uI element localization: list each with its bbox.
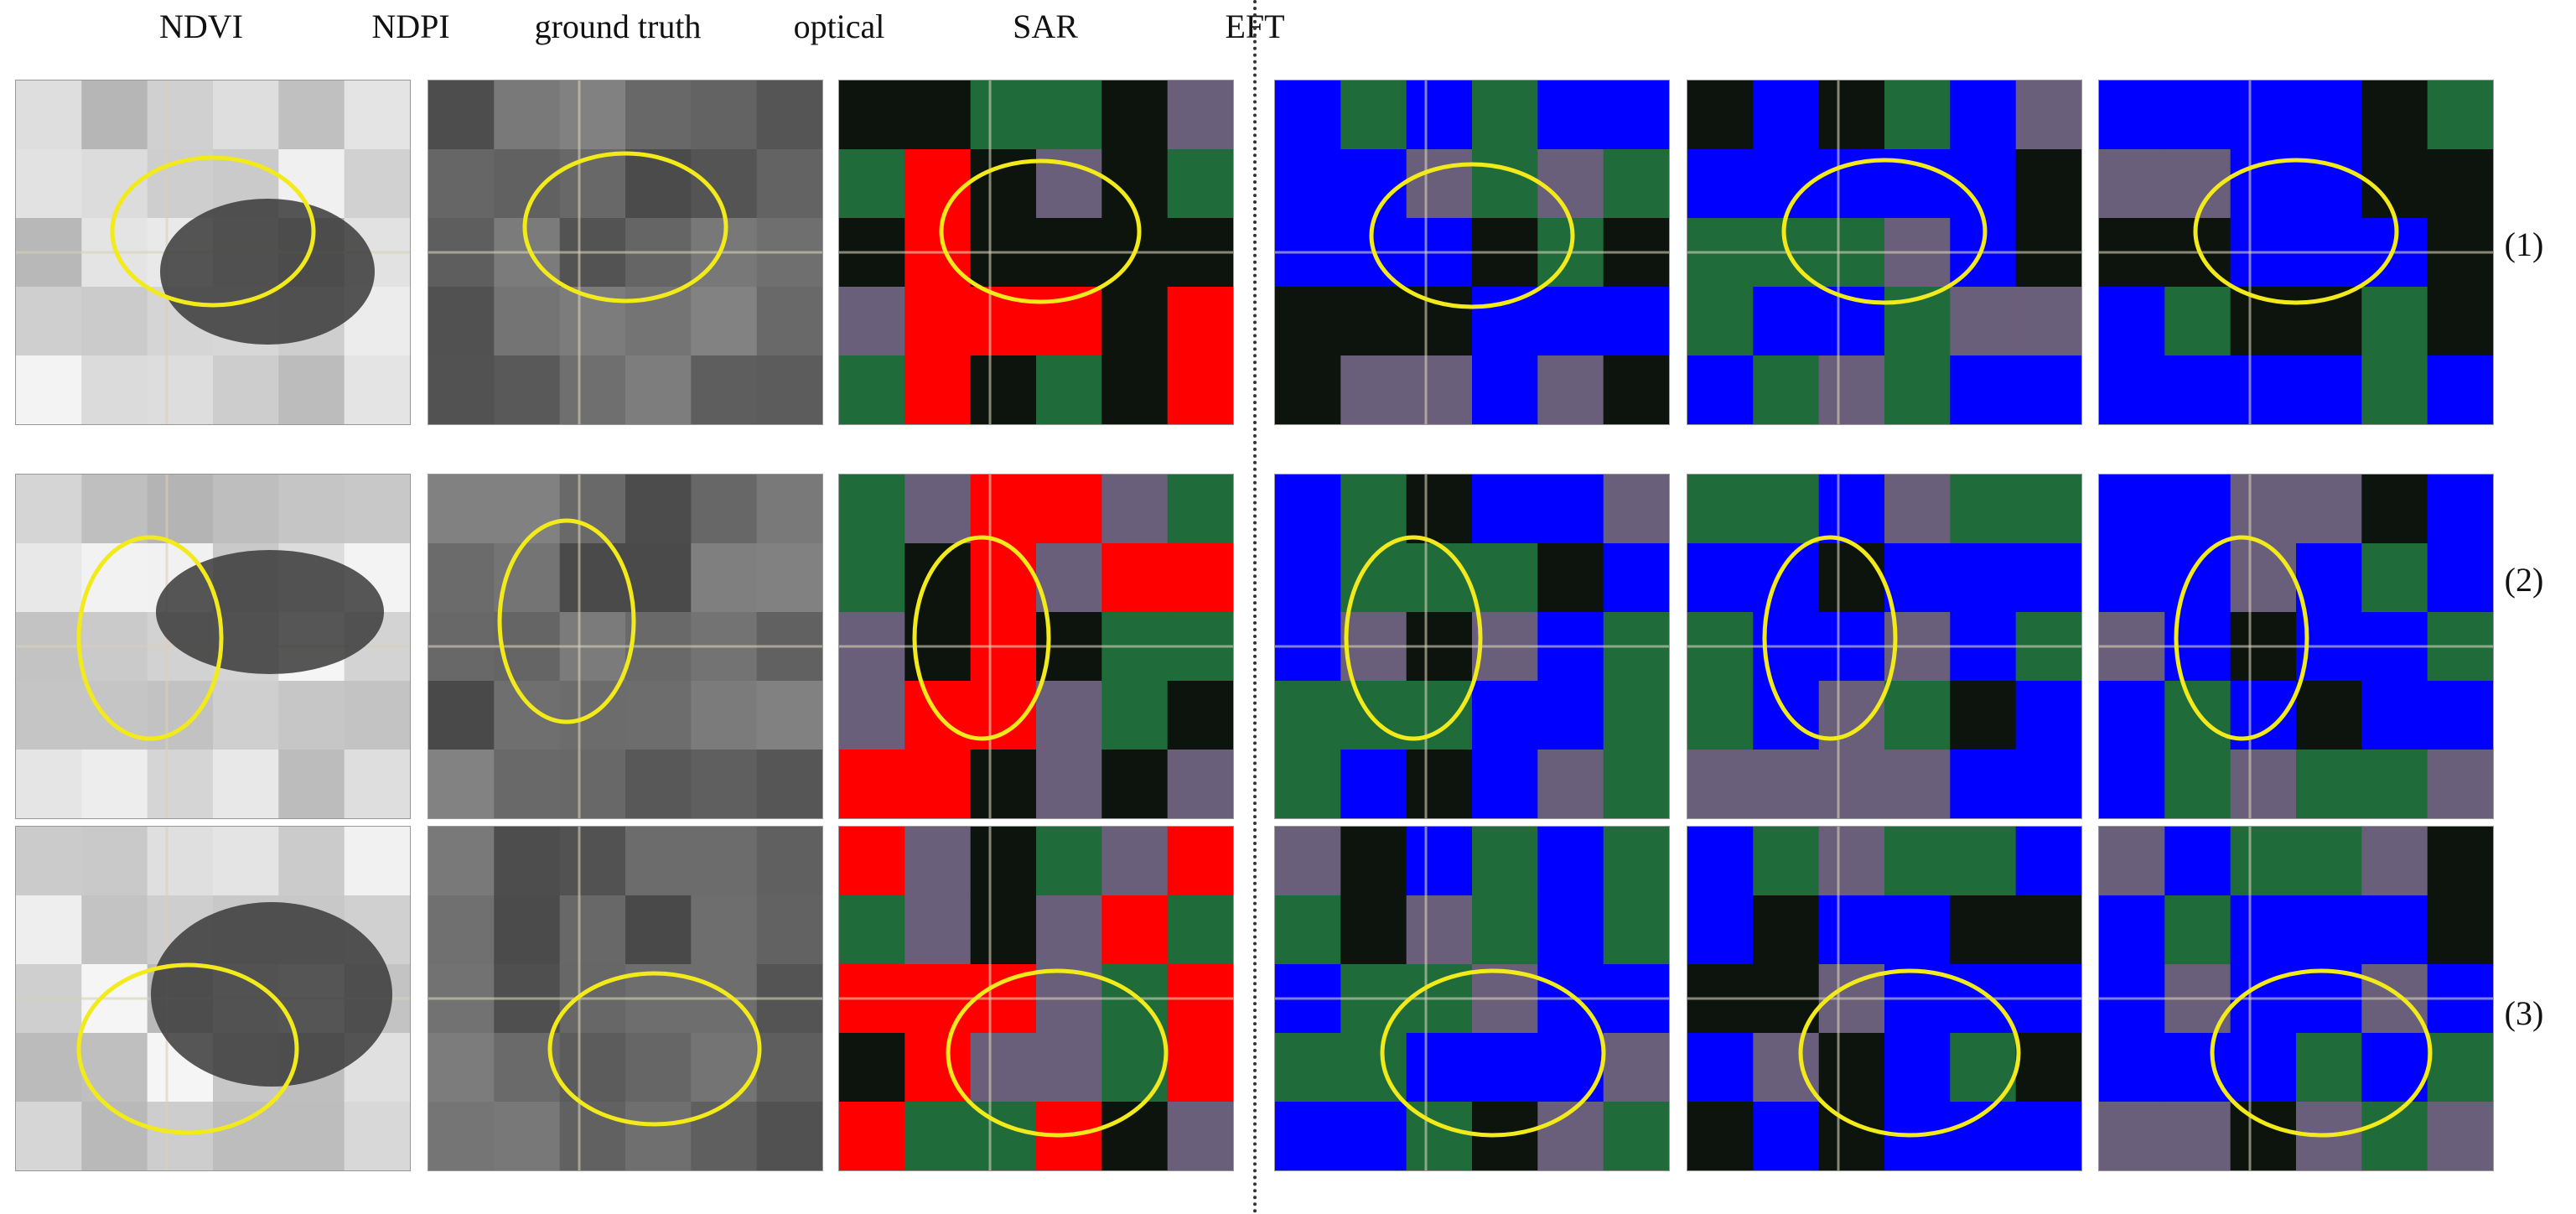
highlight-ellipse bbox=[912, 535, 1051, 741]
row-label-1: (1) bbox=[2504, 226, 2544, 263]
panel-eft-row-2 bbox=[2098, 474, 2494, 819]
panel-optical-row-2 bbox=[1274, 474, 1670, 819]
highlight-ellipse bbox=[522, 151, 728, 304]
highlight-ellipse bbox=[1798, 968, 2021, 1138]
panel-ndpi-row-1 bbox=[428, 80, 823, 425]
panel-sar-row-1 bbox=[1687, 80, 2082, 425]
row-label-2: (2) bbox=[2504, 561, 2544, 599]
highlight-ellipse bbox=[2174, 535, 2309, 741]
panel-ndpi-row-3 bbox=[428, 826, 823, 1171]
highlight-ellipse bbox=[1344, 535, 1483, 741]
gt-image bbox=[839, 827, 1233, 1170]
section-divider bbox=[1253, 0, 1257, 1214]
highlight-ellipse bbox=[2193, 158, 2399, 305]
panel-ndvi-row-1 bbox=[15, 80, 411, 425]
eft-image bbox=[2099, 827, 2493, 1170]
column-label-optical: optical bbox=[793, 8, 885, 45]
optical-image bbox=[1275, 475, 1669, 818]
ndpi-image bbox=[428, 475, 822, 818]
sar-image bbox=[1687, 827, 2081, 1170]
panel-sar-row-2 bbox=[1687, 474, 2082, 819]
highlight-ellipse bbox=[1781, 158, 1988, 305]
highlight-ellipse bbox=[76, 962, 299, 1135]
panel-sar-row-3 bbox=[1687, 826, 2082, 1171]
row-label-3: (3) bbox=[2504, 994, 2544, 1032]
column-label-sar: SAR bbox=[1013, 8, 1078, 45]
column-label-ground-truth: ground truth bbox=[534, 8, 702, 45]
ndvi-image bbox=[16, 475, 410, 818]
highlight-ellipse bbox=[547, 971, 762, 1127]
panel-gt-row-3 bbox=[838, 826, 1234, 1171]
optical-image bbox=[1275, 827, 1669, 1170]
highlight-ellipse bbox=[497, 518, 636, 724]
ndvi-image bbox=[16, 827, 410, 1170]
gt-image bbox=[839, 475, 1233, 818]
eft-image bbox=[2099, 475, 2493, 818]
panel-eft-row-3 bbox=[2098, 826, 2494, 1171]
sar-image bbox=[1687, 80, 2081, 424]
ndpi-image bbox=[428, 827, 822, 1170]
column-label-ndpi: NDPI bbox=[371, 8, 450, 45]
panel-optical-row-3 bbox=[1274, 826, 1670, 1171]
highlight-ellipse bbox=[1369, 162, 1575, 309]
highlight-ellipse bbox=[2210, 968, 2433, 1138]
panel-eft-row-1 bbox=[2098, 80, 2494, 425]
highlight-ellipse bbox=[110, 155, 316, 308]
ndvi-image bbox=[16, 80, 410, 424]
highlight-ellipse bbox=[946, 968, 1169, 1138]
highlight-ellipse bbox=[1380, 968, 1606, 1138]
ndpi-image bbox=[428, 80, 822, 424]
gt-image bbox=[839, 80, 1233, 424]
panel-ndpi-row-2 bbox=[428, 474, 823, 819]
panel-gt-row-2 bbox=[838, 474, 1234, 819]
panel-ndvi-row-2 bbox=[15, 474, 411, 819]
highlight-ellipse bbox=[76, 535, 224, 741]
panel-ndvi-row-3 bbox=[15, 826, 411, 1171]
highlight-ellipse bbox=[1762, 535, 1898, 741]
eft-image bbox=[2099, 80, 2493, 424]
column-label-ndvi: NDVI bbox=[159, 8, 243, 45]
panel-optical-row-1 bbox=[1274, 80, 1670, 425]
sar-image bbox=[1687, 475, 2081, 818]
optical-image bbox=[1275, 80, 1669, 424]
highlight-ellipse bbox=[939, 158, 1142, 304]
panel-gt-row-1 bbox=[838, 80, 1234, 425]
